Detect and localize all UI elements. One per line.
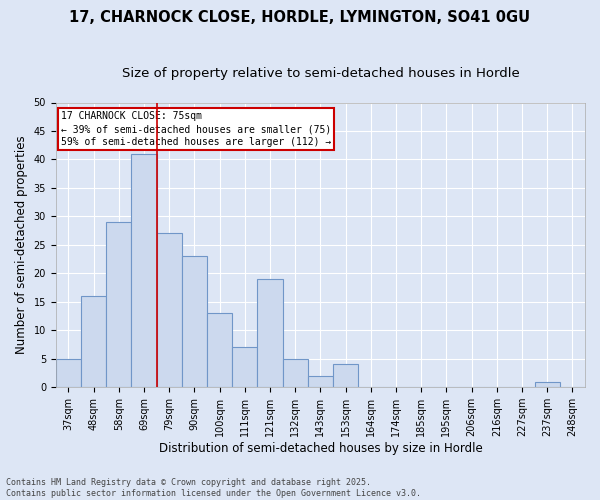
Bar (232, 348, 257, 387)
Bar (157, 234, 182, 387)
Bar (283, 359, 308, 387)
Bar (106, 222, 131, 387)
Text: 17, CHARNOCK CLOSE, HORDLE, LYMINGTON, SO41 0GU: 17, CHARNOCK CLOSE, HORDLE, LYMINGTON, S… (70, 10, 530, 25)
Bar (131, 154, 157, 387)
Bar (56, 359, 81, 387)
X-axis label: Distribution of semi-detached houses by size in Hordle: Distribution of semi-detached houses by … (158, 442, 482, 455)
Text: 17 CHARNOCK CLOSE: 75sqm
← 39% of semi-detached houses are smaller (75)
59% of s: 17 CHARNOCK CLOSE: 75sqm ← 39% of semi-d… (61, 111, 331, 148)
Bar (535, 382, 560, 387)
Bar (257, 279, 283, 387)
Y-axis label: Number of semi-detached properties: Number of semi-detached properties (15, 136, 28, 354)
Bar (308, 376, 333, 387)
Bar (182, 256, 207, 387)
Bar (333, 364, 358, 387)
Title: Size of property relative to semi-detached houses in Hordle: Size of property relative to semi-detach… (122, 68, 519, 80)
Bar (207, 313, 232, 387)
Text: Contains HM Land Registry data © Crown copyright and database right 2025.
Contai: Contains HM Land Registry data © Crown c… (6, 478, 421, 498)
Bar (81, 296, 106, 387)
